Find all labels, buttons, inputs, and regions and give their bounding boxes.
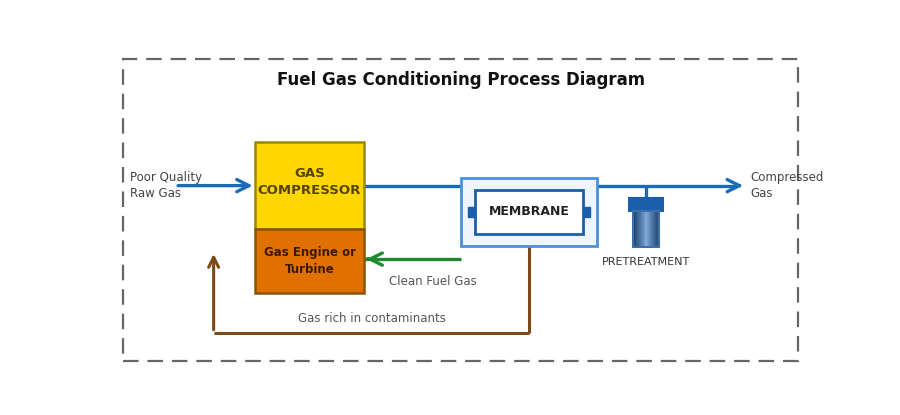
Text: Compressed
Gas: Compressed Gas xyxy=(751,171,824,200)
Text: Gas Engine or
Turbine: Gas Engine or Turbine xyxy=(264,246,356,276)
Text: Poor Quality
Raw Gas: Poor Quality Raw Gas xyxy=(130,171,202,200)
Text: GAS
COMPRESSOR: GAS COMPRESSOR xyxy=(258,167,361,198)
Text: PRETREATMENT: PRETREATMENT xyxy=(602,257,690,267)
Text: Gas rich in contaminants: Gas rich in contaminants xyxy=(298,312,446,325)
Bar xyxy=(583,207,590,217)
Bar xyxy=(468,207,475,217)
Bar xyxy=(256,142,364,229)
Text: Fuel Gas Conditioning Process Diagram: Fuel Gas Conditioning Process Diagram xyxy=(277,71,645,89)
Text: MEMBRANE: MEMBRANE xyxy=(489,205,570,218)
Bar xyxy=(629,198,662,210)
Bar xyxy=(461,178,598,247)
Bar xyxy=(633,210,660,247)
Bar xyxy=(475,190,583,234)
Bar xyxy=(256,229,364,293)
Text: Clean Fuel Gas: Clean Fuel Gas xyxy=(390,275,477,288)
